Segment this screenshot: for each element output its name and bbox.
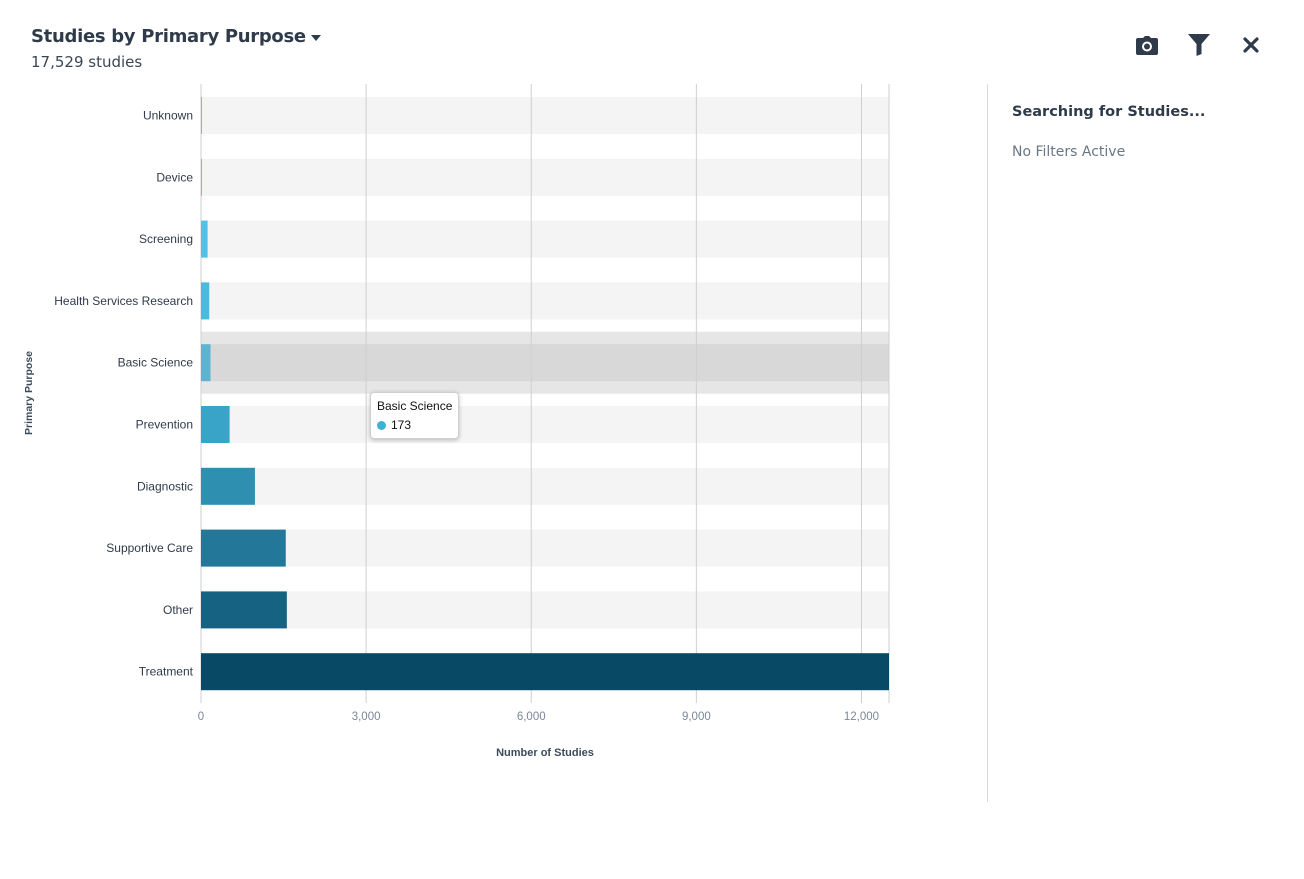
category-label: Supportive Care [106, 541, 193, 555]
bar[interactable] [201, 97, 202, 134]
chart-svg: Unknown Device Screening Health Services Re… [23, 84, 890, 759]
filter-status: No Filters Active [1012, 144, 1126, 160]
bar[interactable] [201, 282, 210, 320]
dimension-label: Primary Purpose [141, 26, 306, 47]
bar-track [201, 406, 889, 443]
category-label: Device [156, 170, 193, 184]
tooltip-series-dot [377, 420, 386, 430]
bar-track [201, 220, 889, 258]
bar[interactable] [201, 220, 208, 258]
category-label: Prevention [136, 418, 193, 432]
dimension-dropdown[interactable]: Primary Purpose [141, 26, 321, 47]
panel-title: Searching for Studies... [1012, 104, 1206, 120]
chart-tooltip: Basic Science 173 [370, 392, 460, 439]
category-label: Other [163, 603, 193, 617]
bar-track [201, 282, 889, 320]
title-prefix: Studies by [31, 26, 136, 47]
bar-track [201, 344, 889, 382]
bar-chart: Unknown Device Screening Health Services Re… [0, 84, 960, 784]
panel-divider [987, 84, 988, 802]
bar-track [201, 529, 889, 567]
x-tick-label: 9,000 [682, 711, 711, 723]
study-count: 17,529 studies [31, 53, 143, 71]
toolbar [1134, 33, 1264, 57]
y-axis-title: Primary Purpose [23, 351, 35, 435]
category-label: Basic Science [118, 356, 194, 370]
caret-down-icon [310, 34, 321, 41]
category-label: Treatment [139, 665, 194, 679]
category-label: Diagnostic [137, 479, 193, 493]
x-tick-label: 3,000 [352, 711, 381, 723]
category-label: Screening [139, 232, 193, 246]
x-axis-title: Number of Studies [496, 747, 594, 759]
bar[interactable] [201, 344, 211, 382]
close-icon[interactable] [1238, 33, 1264, 57]
x-tick-label: 6,000 [517, 711, 546, 723]
page-title: Studies by Primary Purpose [31, 26, 321, 47]
bar[interactable] [201, 467, 255, 505]
bar[interactable] [201, 158, 202, 196]
search-panel: Searching for Studies... No Filters Acti… [1012, 104, 1282, 160]
bar[interactable] [201, 406, 230, 443]
x-tick-label: 12,000 [844, 711, 879, 723]
bar[interactable] [201, 653, 889, 691]
bar[interactable] [201, 591, 287, 629]
bar-track [201, 97, 889, 134]
camera-icon[interactable] [1134, 33, 1160, 57]
category-label: Unknown [143, 109, 193, 123]
bar-track [201, 158, 889, 196]
bar-track [201, 467, 889, 505]
bar-track [201, 591, 889, 629]
tooltip-label: Basic Science [377, 399, 453, 413]
bar[interactable] [201, 529, 286, 567]
x-tick-label: 0 [198, 711, 204, 723]
chart-header: Studies by Primary Purpose 17,529 studie… [31, 26, 321, 71]
tooltip-value: 173 [391, 418, 412, 432]
filter-icon[interactable] [1186, 33, 1212, 57]
category-label: Health Services Research [54, 294, 193, 308]
